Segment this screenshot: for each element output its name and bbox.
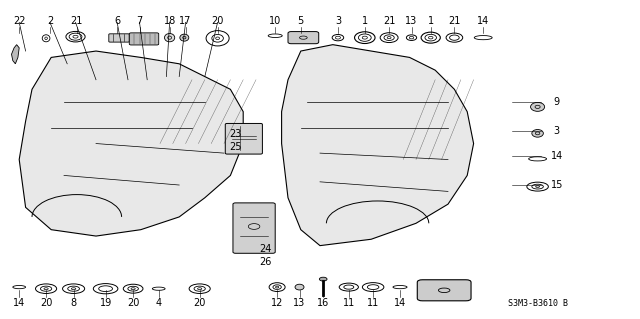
Text: 9: 9 — [554, 97, 560, 107]
FancyBboxPatch shape — [129, 33, 159, 45]
Text: 14: 14 — [550, 151, 563, 161]
Text: 1: 1 — [362, 16, 368, 26]
Polygon shape — [12, 45, 19, 64]
Text: 13: 13 — [293, 298, 306, 308]
Ellipse shape — [532, 130, 543, 137]
Text: 20: 20 — [193, 298, 206, 308]
Text: 24: 24 — [259, 244, 272, 254]
PathPatch shape — [19, 51, 243, 236]
Text: 14: 14 — [477, 16, 490, 26]
FancyBboxPatch shape — [225, 123, 262, 154]
Text: 20: 20 — [127, 298, 140, 308]
Text: 7: 7 — [136, 16, 143, 26]
Text: 15: 15 — [550, 180, 563, 190]
Text: 12: 12 — [271, 298, 284, 308]
Text: 26: 26 — [259, 256, 272, 267]
Ellipse shape — [180, 34, 189, 41]
Ellipse shape — [164, 33, 175, 42]
Text: 5: 5 — [298, 16, 304, 26]
Text: 8: 8 — [70, 298, 77, 308]
Text: 25: 25 — [229, 142, 242, 152]
Text: 17: 17 — [179, 16, 192, 26]
FancyBboxPatch shape — [109, 34, 129, 42]
FancyBboxPatch shape — [233, 203, 275, 253]
Text: 6: 6 — [114, 16, 120, 26]
Text: 1: 1 — [428, 16, 434, 26]
Text: 13: 13 — [405, 16, 418, 26]
Text: 16: 16 — [317, 298, 330, 308]
Text: S3M3-B3610 B: S3M3-B3610 B — [508, 299, 568, 308]
Text: 18: 18 — [163, 16, 176, 26]
Text: 11: 11 — [342, 298, 355, 308]
Text: 3: 3 — [335, 16, 341, 26]
Ellipse shape — [319, 277, 327, 281]
Text: 4: 4 — [156, 298, 162, 308]
Text: 19: 19 — [99, 298, 112, 308]
FancyBboxPatch shape — [417, 280, 471, 301]
Text: 3: 3 — [554, 126, 560, 136]
Text: 21: 21 — [70, 16, 83, 26]
Text: 23: 23 — [229, 129, 242, 139]
Text: 14: 14 — [394, 298, 406, 308]
Text: 20: 20 — [40, 298, 52, 308]
FancyBboxPatch shape — [288, 32, 319, 44]
Text: 22: 22 — [13, 16, 26, 26]
PathPatch shape — [282, 45, 474, 246]
Text: 21: 21 — [383, 16, 396, 26]
Text: 11: 11 — [367, 298, 380, 308]
Text: 20: 20 — [211, 16, 224, 26]
Ellipse shape — [295, 284, 304, 290]
Text: 10: 10 — [269, 16, 282, 26]
Ellipse shape — [531, 102, 545, 111]
Text: 14: 14 — [13, 298, 26, 308]
Text: 2: 2 — [47, 16, 53, 26]
Text: 21: 21 — [448, 16, 461, 26]
